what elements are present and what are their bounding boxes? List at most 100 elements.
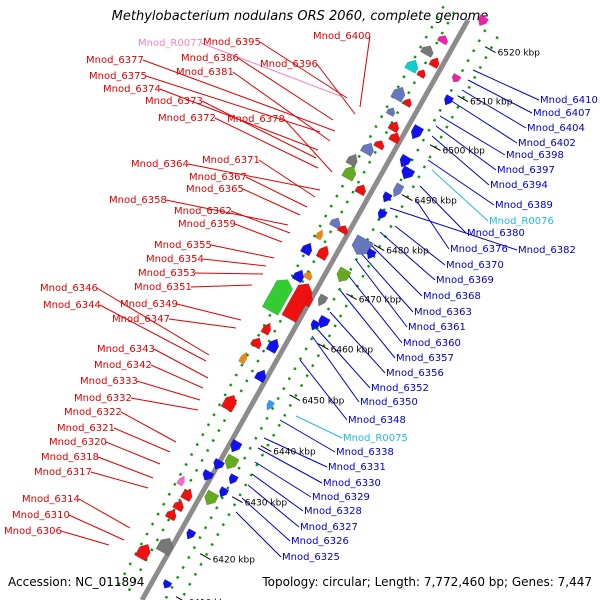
scale-tick: [346, 293, 357, 301]
label-leader-line: [389, 207, 518, 251]
scale-tick-label: 6470 kbp: [359, 296, 402, 306]
label-leader-line: [435, 125, 497, 171]
label-leader-line: [299, 359, 348, 421]
gene-label-forward: Mnod_6373: [145, 96, 203, 107]
label-leader-line: [230, 210, 291, 234]
gene-label-forward: Mnod_6364: [131, 159, 189, 170]
gene-label-forward: Mnod_6395: [203, 37, 261, 48]
gene-label-reverse: Mnod_6361: [408, 322, 466, 333]
gene-red: [402, 98, 412, 108]
label-leader-line: [245, 176, 308, 208]
label-leader-line: [311, 335, 360, 403]
gene-label-forward: Mnod_6321: [57, 423, 115, 434]
label-leader-line: [359, 251, 414, 313]
label-leader-line: [145, 75, 321, 133]
label-leader-line: [295, 415, 343, 439]
gene-label-reverse: Mnod_6352: [371, 383, 429, 394]
gene-label-forward: Mnod_6386: [181, 53, 239, 64]
gene-label-reverse: Mnod_6325: [282, 552, 340, 563]
gene-red: [249, 337, 262, 350]
gene-blue: [228, 473, 239, 485]
label-leader-line: [251, 473, 304, 512]
label-leader-line: [419, 185, 467, 234]
gene-label-forward: Mnod_6343: [97, 344, 155, 355]
gene-red: [416, 69, 426, 79]
gene-slate: [393, 182, 405, 198]
gene-label-forward: Mnod_6349: [120, 299, 178, 310]
gene-red: [387, 121, 400, 134]
gene-label-forward: Mnod_6371: [202, 155, 260, 166]
label-leader-line: [431, 135, 490, 186]
label-leader-line: [210, 244, 275, 259]
gene-label-reverse: Mnod_6389: [495, 200, 553, 211]
gene-label-forward: Mnod_6322: [64, 407, 122, 418]
label-leader-line: [90, 471, 149, 489]
gene-red: [134, 543, 151, 562]
label-leader-line: [259, 41, 348, 99]
label-leader-line: [113, 427, 171, 453]
scale-tick: [429, 144, 441, 152]
label-leader-line: [242, 188, 301, 216]
label-leader-line: [283, 118, 333, 173]
label-leader-line: [200, 42, 341, 97]
gene-label-forward: Mnod_6320: [49, 437, 107, 448]
label-leader-line: [379, 231, 436, 281]
gene-grey: [317, 293, 329, 307]
gene-label-reverse: Mnod_6404: [527, 123, 585, 134]
gene-label-reverse: Mnod_6350: [360, 397, 418, 408]
scale-tick-label: 6500 kbp: [442, 147, 485, 157]
gene-orange: [238, 351, 248, 365]
scale-tick-label: 6480 kbp: [386, 247, 429, 257]
gene-blue: [219, 486, 230, 498]
label-leader-line: [130, 397, 199, 411]
gene-green: [204, 489, 220, 506]
gene-cyan: [404, 59, 419, 74]
label-leader-line: [241, 497, 291, 542]
gene-grey: [345, 153, 358, 168]
label-leader-line: [60, 530, 110, 546]
label-leader-line: [415, 199, 450, 250]
label-leader-line: [394, 225, 446, 266]
gene-label-forward: Mnod_6317: [34, 467, 92, 478]
gene-label-forward: Mnod_6344: [43, 300, 101, 311]
gene-blue: [265, 338, 279, 354]
gene-label-reverse: Mnod_6382: [518, 245, 576, 256]
label-leader-line: [202, 258, 267, 267]
gene-label-reverse: Mnod_6402: [518, 138, 576, 149]
gene-label-reverse: Mnod_6338: [336, 447, 394, 458]
gene-label-reverse: Mnod_6370: [446, 260, 504, 271]
gene-label-forward: Mnod_6372: [158, 113, 216, 124]
gene-blue: [401, 165, 416, 180]
label-leader-line: [258, 159, 316, 198]
gene-orange: [302, 271, 313, 281]
scale-tick-label: 6420 kbp: [213, 556, 256, 566]
label-leader-line: [254, 461, 312, 498]
gene-red: [354, 184, 367, 197]
gene-label-forward: Mnod_6354: [146, 254, 204, 265]
scale-tick-label: 6490 kbp: [414, 197, 457, 207]
scale-tick-label: 6510 kbp: [470, 98, 513, 108]
label-leader-line: [68, 514, 125, 541]
gene-red: [164, 509, 177, 522]
gene-label-forward: Mnod_6377: [86, 55, 144, 66]
gene-label-forward: Mnod_6362: [174, 206, 232, 217]
gene-green: [224, 453, 240, 470]
scale-tick-label: 6430 kbp: [245, 499, 288, 509]
gene-label-forward: Mnod_6314: [22, 494, 80, 505]
label-leader-line: [97, 456, 154, 479]
label-leader-line: [201, 100, 317, 159]
label-leader-line: [449, 99, 518, 144]
gene-red: [281, 283, 313, 323]
gene-label-forward: Mnod_6378: [227, 114, 285, 125]
gene-label-forward: Mnod_6374: [103, 84, 161, 95]
label-leader-line: [237, 57, 334, 121]
gene-label-forward: Mnod_6367: [189, 172, 247, 183]
label-leader-line: [194, 272, 264, 275]
gene-label-forward: Mnod_6346: [40, 283, 98, 294]
gene-label-reverse: Mnod_6410: [540, 95, 598, 106]
label-leader-line: [105, 441, 161, 465]
gene-slate: [390, 86, 406, 103]
gene-label-forward: Mnod_6306: [4, 526, 62, 537]
label-leader-line: [339, 289, 396, 359]
